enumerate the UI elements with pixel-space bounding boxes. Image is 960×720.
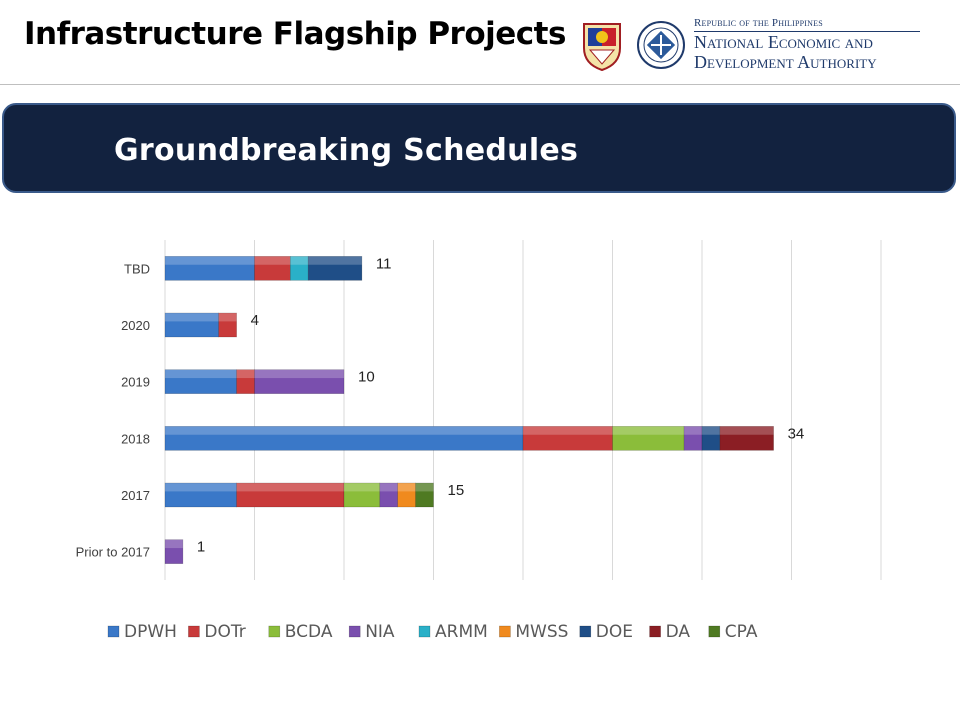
bar-highlight bbox=[344, 483, 380, 492]
bar-highlight bbox=[218, 313, 237, 322]
bar-highlight bbox=[523, 426, 613, 435]
bar-segment bbox=[307, 256, 363, 281]
bar-highlight bbox=[236, 369, 255, 379]
bar-segment bbox=[522, 426, 613, 451]
legend-label: DA bbox=[666, 622, 691, 642]
legend-label: DPWH bbox=[124, 622, 177, 642]
category-label: 2020 bbox=[121, 318, 150, 333]
bar-segment bbox=[719, 426, 774, 451]
agency-line-2: National Economic and bbox=[694, 32, 873, 52]
legend-label: BCDA bbox=[285, 622, 333, 642]
legend-swatch bbox=[579, 625, 592, 638]
category-label: 2017 bbox=[121, 488, 150, 503]
legend-swatch bbox=[499, 625, 511, 638]
bar-segment bbox=[164, 312, 220, 338]
bar-segment bbox=[218, 312, 237, 338]
bar-highlight bbox=[379, 483, 398, 492]
total-label: 1 bbox=[197, 539, 205, 556]
bar-segment bbox=[379, 482, 398, 508]
category-label: 2018 bbox=[121, 431, 150, 446]
bar-highlight bbox=[165, 369, 237, 379]
legend-swatch bbox=[268, 625, 281, 638]
bar-segment bbox=[236, 482, 345, 508]
legend-label: CPA bbox=[725, 622, 758, 642]
category-label: 2019 bbox=[121, 375, 150, 390]
agency-line-3: Development Authority bbox=[694, 52, 877, 72]
legend-swatch bbox=[649, 625, 661, 638]
legend-swatch bbox=[708, 625, 721, 638]
legend-label: ARMM bbox=[435, 622, 488, 642]
category-label: Prior to 2017 bbox=[76, 545, 150, 560]
bar-highlight bbox=[612, 426, 685, 435]
legend-label: NIA bbox=[365, 622, 395, 642]
bar-highlight bbox=[702, 426, 720, 435]
bar-highlight bbox=[165, 539, 183, 549]
legend-label: DOE bbox=[596, 622, 633, 642]
total-label: 4 bbox=[251, 312, 259, 329]
bar-highlight bbox=[165, 426, 523, 435]
neda-logo-icon bbox=[637, 21, 685, 69]
legend-swatch bbox=[107, 625, 120, 638]
bar-highlight bbox=[254, 256, 291, 265]
bar-highlight bbox=[236, 483, 344, 492]
bar-highlight bbox=[415, 483, 434, 492]
title-divider bbox=[0, 84, 960, 85]
legend-label: DOTr bbox=[204, 622, 245, 642]
groundbreaking-chart: Prior to 2017 2017 2018 2019 2020 TBD 1 15 34 10 4… bbox=[76, 240, 882, 642]
category-label: TBD bbox=[124, 261, 150, 276]
bar-highlight bbox=[719, 426, 774, 435]
bar-segment bbox=[164, 256, 255, 281]
section-banner: Groundbreaking Schedules bbox=[2, 103, 956, 193]
banner-title: Groundbreaking Schedules bbox=[114, 133, 579, 168]
total-label: 10 bbox=[358, 369, 375, 386]
bar-segment bbox=[164, 539, 184, 564]
bar-segment bbox=[612, 426, 685, 451]
bar-segment bbox=[289, 256, 309, 281]
bar-highlight bbox=[684, 426, 702, 435]
bar-segment bbox=[415, 482, 434, 508]
bar-highlight bbox=[165, 313, 219, 322]
bar-highlight bbox=[165, 256, 255, 265]
legend-label: MWSS bbox=[515, 622, 568, 642]
legend-swatch bbox=[348, 625, 361, 638]
bar-segment bbox=[254, 369, 345, 394]
philippine-seal-icon bbox=[583, 23, 621, 72]
total-label: 11 bbox=[376, 255, 392, 272]
bar-highlight bbox=[254, 369, 344, 379]
legend-swatch bbox=[188, 625, 200, 638]
agency-line-1: Republic of the Philippines bbox=[694, 17, 920, 32]
bar-segment bbox=[164, 482, 237, 508]
bar-highlight bbox=[165, 483, 237, 492]
legend-swatch bbox=[418, 625, 431, 638]
agency-name: Republic of the Philippines National Eco… bbox=[694, 17, 920, 72]
total-label: 34 bbox=[788, 425, 805, 442]
bar-highlight bbox=[308, 256, 362, 265]
total-label: 15 bbox=[448, 482, 465, 499]
bar-highlight bbox=[397, 483, 416, 492]
bar-highlight bbox=[290, 256, 309, 265]
slide-title: Infrastructure Flagship Projects bbox=[24, 16, 566, 52]
